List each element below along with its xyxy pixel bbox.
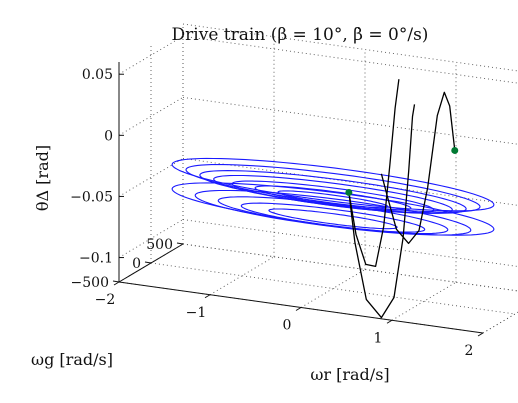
z-tick-label: −0.05 [70,189,113,205]
z-tick-label: 0 [104,128,113,144]
grid-line [300,269,366,308]
grid-line [182,96,518,145]
grid-line [118,158,184,197]
grid-line [209,256,275,296]
chart-title: Drive train (β = 10°, β̇ = 0°/s) [172,25,429,45]
trajectory-line [348,104,416,319]
box-edge [482,311,518,334]
x-tick [204,294,211,299]
grid-line [118,219,184,258]
axes-group: −2 −1 0 1 2 500 0 −500 0.05 0 −0.05 −0.1 [70,23,518,359]
y-tick-label: 0 [132,256,141,272]
y-tick [176,242,184,245]
trajectory-line [380,91,456,245]
x-tick-label: 1 [374,330,383,346]
grid-line [482,311,518,334]
x-tick-label: −2 [95,292,116,308]
limit-cycle-ring [277,190,389,209]
x-tick-label: −1 [186,305,207,321]
x-tick [386,319,393,324]
x-tick [295,307,302,311]
y-tick-label: 500 [146,237,173,253]
y-tick [112,280,120,283]
initial-point-marker [451,146,459,154]
limit-cycle-ring [199,170,467,214]
box-edge [182,243,518,292]
trajectory-line [348,79,400,268]
limit-cycle-ring [185,163,481,213]
z-tick-label: −0.1 [79,251,113,267]
x-axis-label: ωr [rad/s] [310,365,389,384]
x-tick-label: 2 [465,343,474,359]
x-tick [477,332,484,337]
grid-line [118,96,184,136]
limit-cycle-ring [268,208,398,230]
x-tick-label: 0 [283,318,292,334]
data-group [171,79,495,319]
y-tick [144,261,152,264]
grid-line [182,243,518,292]
grid-line [391,281,457,321]
limit-cycle-ring [240,202,426,233]
grid-line [118,35,184,75]
y-axis-label: ωg [rad/s] [31,350,113,369]
x-tick [113,281,120,286]
z-axis-label: θΔ [rad] [33,145,52,211]
initial-point-marker [345,188,353,196]
z-tick-label: 0.05 [82,67,113,83]
y-tick-label: −500 [71,275,109,291]
